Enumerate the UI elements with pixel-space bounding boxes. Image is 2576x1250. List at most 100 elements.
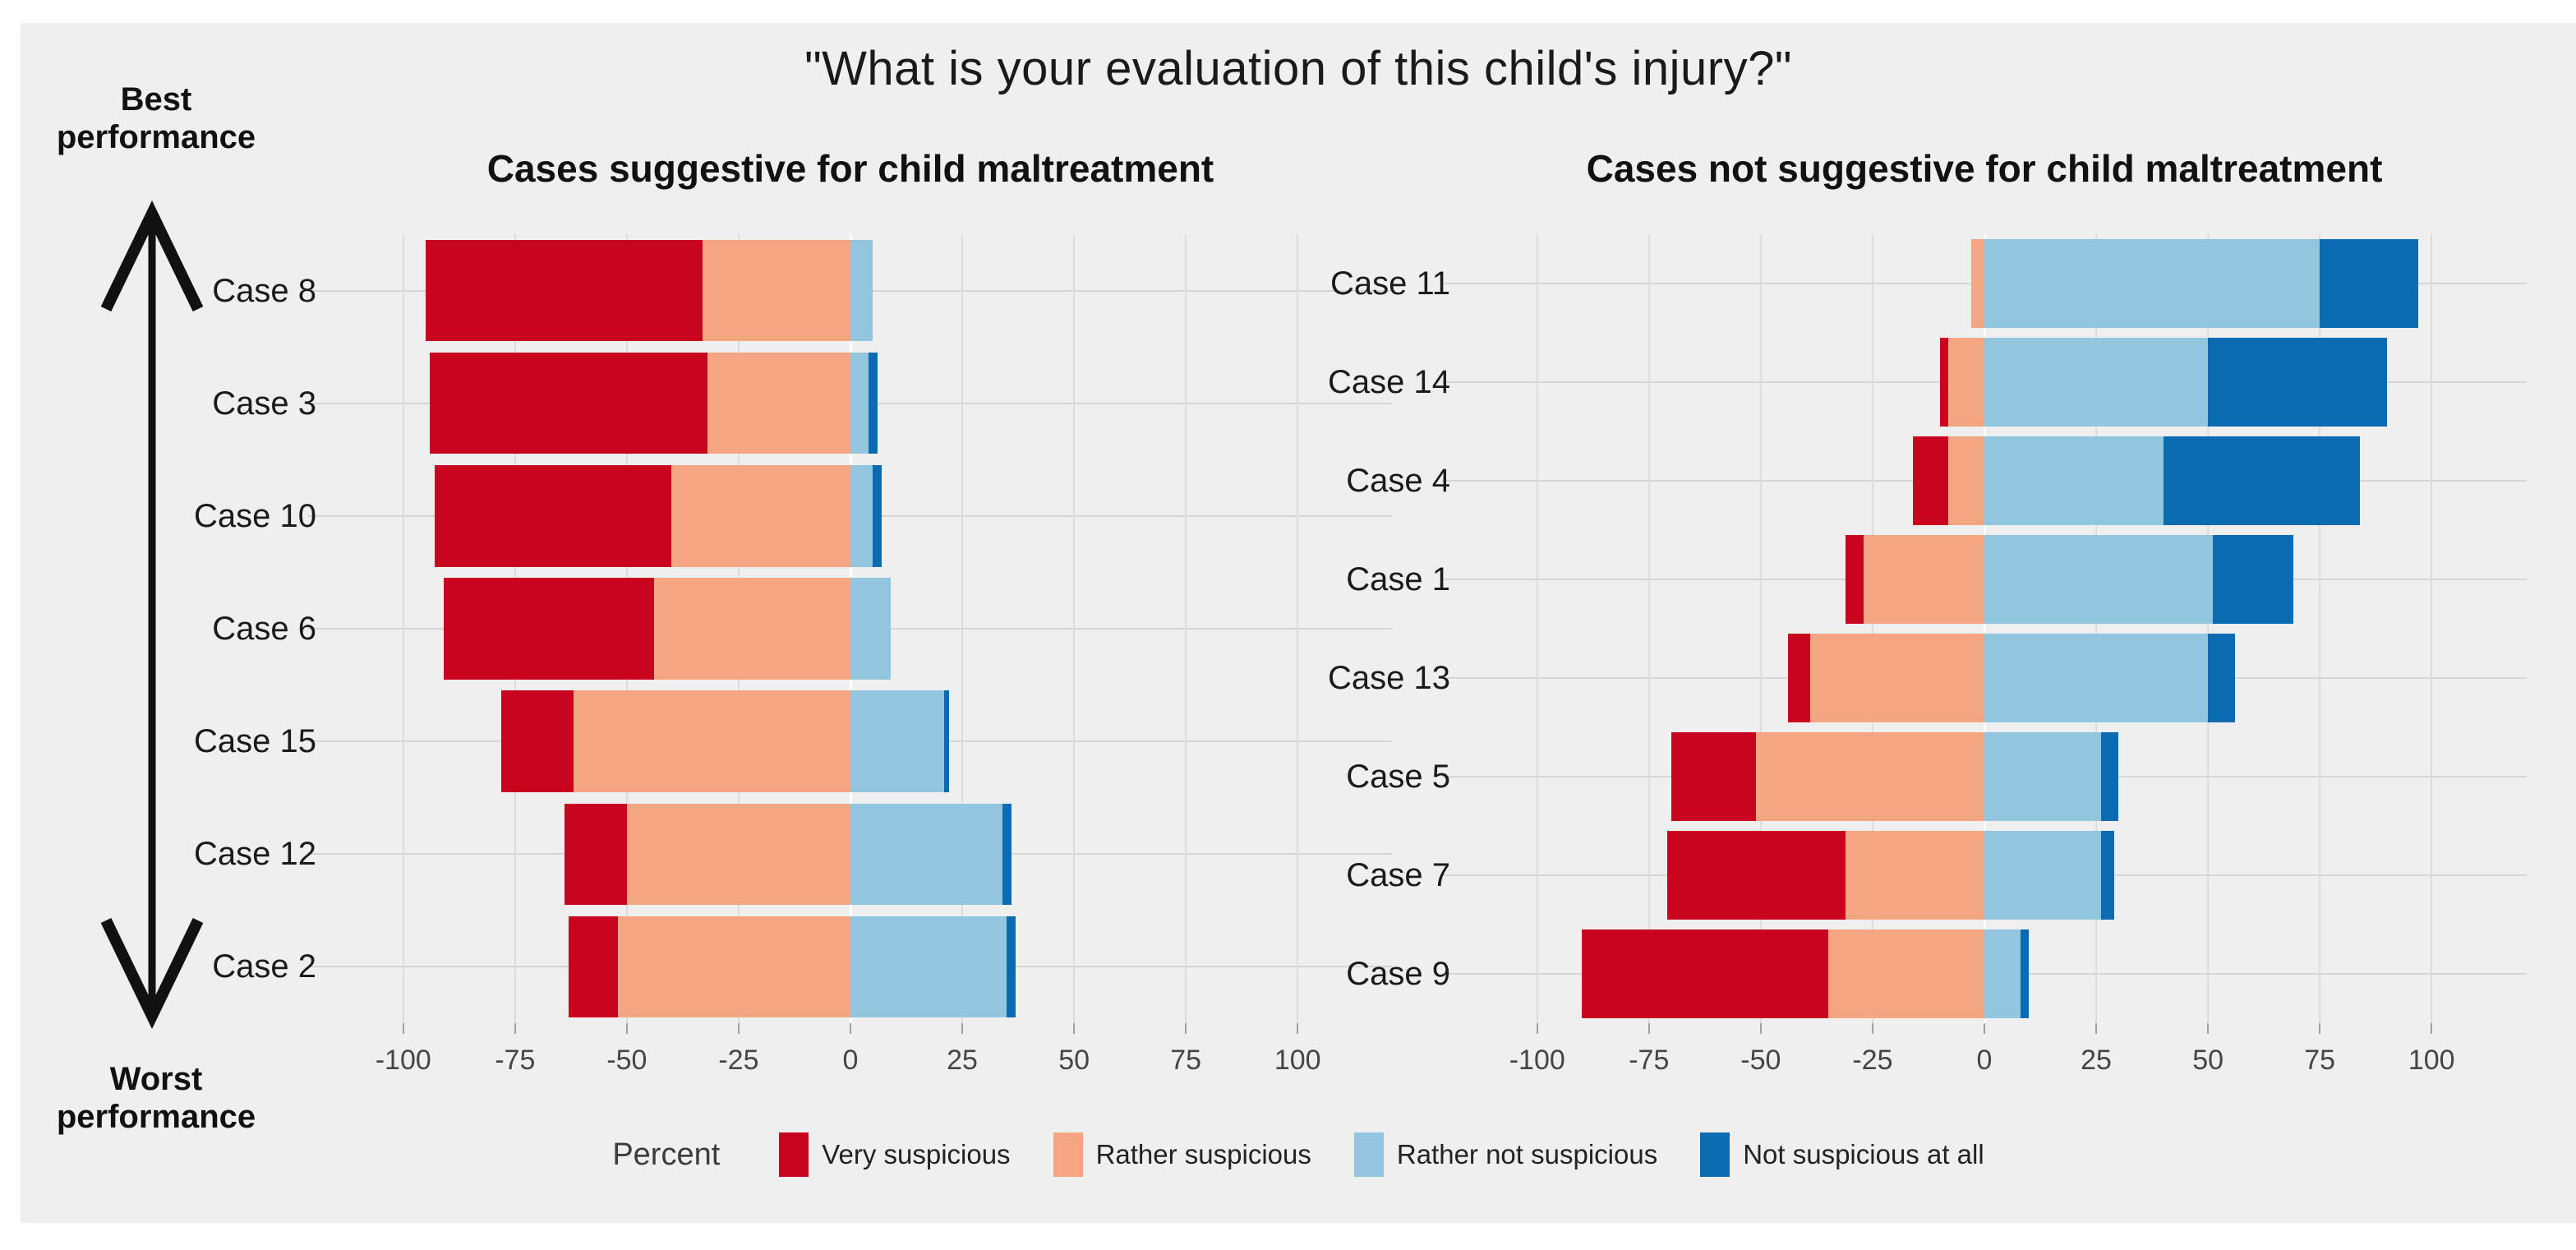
- bar-segment: [1984, 634, 2209, 722]
- bar-segment: [425, 239, 703, 342]
- case-label: Case 10: [194, 497, 316, 534]
- case-label: Case 6: [212, 611, 316, 647]
- bar-segment: [850, 465, 873, 567]
- gridline-vertical: [2207, 234, 2210, 1023]
- bar-segment: [850, 916, 1007, 1018]
- case-label: Case 1: [1346, 561, 1450, 597]
- bar-segment: [2208, 338, 2387, 427]
- axis-tick: [1185, 1023, 1187, 1034]
- case-label: Case 4: [1346, 463, 1450, 499]
- bar-segment: [1846, 535, 1864, 624]
- bar-segment: [1939, 338, 1949, 427]
- performance-arrow: [100, 200, 204, 1030]
- gridline-vertical: [402, 234, 404, 1023]
- bar-segment: [1809, 634, 1984, 722]
- bar-segment: [653, 578, 850, 680]
- bar-segment: [1912, 436, 1949, 525]
- axis-tick: [2319, 1023, 2321, 1034]
- axis-tick-label: 75: [1170, 1045, 1202, 1076]
- axis-tick: [402, 1023, 404, 1034]
- case-label: Case 9: [1346, 956, 1450, 992]
- bar-segment: [501, 690, 574, 792]
- axis-tick: [2431, 1023, 2433, 1034]
- bar-segment: [850, 690, 945, 792]
- axis-tick: [737, 1023, 740, 1034]
- best-performance-label: Best performance: [56, 81, 256, 155]
- axis-tick: [1073, 1023, 1076, 1034]
- bar-segment: [1984, 929, 2021, 1018]
- bar-segment: [1984, 732, 2101, 821]
- axis-tick-label: 0: [842, 1045, 859, 1076]
- axis-tick: [1647, 1023, 1650, 1034]
- legend-swatch: [779, 1132, 809, 1177]
- bar-segment: [1984, 239, 2320, 328]
- axis-tick: [1984, 1023, 1985, 1034]
- zero-gridline: [1983, 234, 1986, 1023]
- axis-tick: [2095, 1023, 2098, 1034]
- axis-tick: [1297, 1023, 1299, 1034]
- axis-tick: [2207, 1023, 2210, 1034]
- axis-tick-label: 100: [1274, 1045, 1321, 1076]
- chart-title: "What is your evaluation of this child's…: [804, 42, 1792, 95]
- bar-segment: [1864, 535, 1984, 624]
- gridline-vertical: [1536, 234, 1538, 1023]
- case-label: Case 7: [1346, 857, 1450, 893]
- bar-segment: [626, 803, 850, 905]
- gridline-vertical: [2095, 234, 2098, 1023]
- axis-tick-label: 25: [2081, 1045, 2112, 1076]
- gridline-vertical: [1759, 234, 1762, 1023]
- axis-tick-label: 0: [1976, 1045, 1993, 1076]
- bar-segment: [1948, 338, 1984, 427]
- gridline-vertical: [1185, 234, 1187, 1023]
- legend-label: Rather suspicious: [1095, 1139, 1311, 1169]
- case-label: Case 14: [1328, 364, 1450, 400]
- bar-segment: [707, 353, 850, 454]
- axis-tick-label: 75: [2304, 1045, 2336, 1076]
- bar-segment: [434, 465, 672, 567]
- bar-segment: [1970, 239, 1984, 328]
- case-label: Case 2: [212, 948, 316, 985]
- bar-segment: [944, 690, 949, 792]
- axis-tick: [850, 1023, 851, 1034]
- bar-segment: [850, 239, 873, 342]
- bar-segment: [850, 803, 1003, 905]
- gridline-vertical: [961, 234, 964, 1023]
- case-label: Case 13: [1328, 660, 1450, 696]
- legend-item: Very suspicious: [779, 1132, 1011, 1177]
- axis-tick-label: 50: [2192, 1045, 2224, 1076]
- axis-tick-label: -100: [375, 1045, 431, 1076]
- case-label: Case 3: [212, 385, 316, 422]
- bar-segment: [1002, 803, 1012, 905]
- bar-segment: [1984, 535, 2213, 624]
- legend-item: Rather not suspicious: [1353, 1132, 1657, 1177]
- bar-segment: [1984, 436, 2164, 525]
- legend-swatch: [1353, 1132, 1384, 1177]
- gridline-vertical: [1871, 234, 1873, 1023]
- bar-segment: [2212, 535, 2293, 624]
- x-axis-label: Percent: [612, 1137, 721, 1172]
- axis-tick-label: -75: [495, 1045, 536, 1076]
- bar-segment: [2100, 732, 2119, 821]
- bar-segment: [868, 353, 878, 454]
- axis-tick-label: -75: [1629, 1045, 1670, 1076]
- bar-segment: [430, 353, 707, 454]
- legend-label: Not suspicious at all: [1743, 1139, 1984, 1169]
- bar-segment: [2208, 634, 2235, 722]
- bar-segment: [2320, 239, 2418, 328]
- bar-segment: [1007, 916, 1016, 1018]
- legend-item: Rather suspicious: [1053, 1132, 1311, 1177]
- worst-performance-label: Worst performance: [56, 1061, 256, 1135]
- axis-tick: [1759, 1023, 1762, 1034]
- axis-tick-label: -25: [718, 1045, 759, 1076]
- bar-segment: [573, 690, 850, 792]
- case-label: Case 12: [194, 836, 316, 873]
- bar-segment: [1984, 338, 2209, 427]
- bar-segment: [1756, 732, 1984, 821]
- gridline-vertical: [2431, 234, 2433, 1023]
- bar-segment: [1787, 634, 1810, 722]
- plot-area-suggestive: [308, 234, 1393, 1023]
- bar-segment: [1671, 732, 1757, 821]
- gridline-vertical: [1297, 234, 1299, 1023]
- axis-tick-label: -100: [1509, 1045, 1565, 1076]
